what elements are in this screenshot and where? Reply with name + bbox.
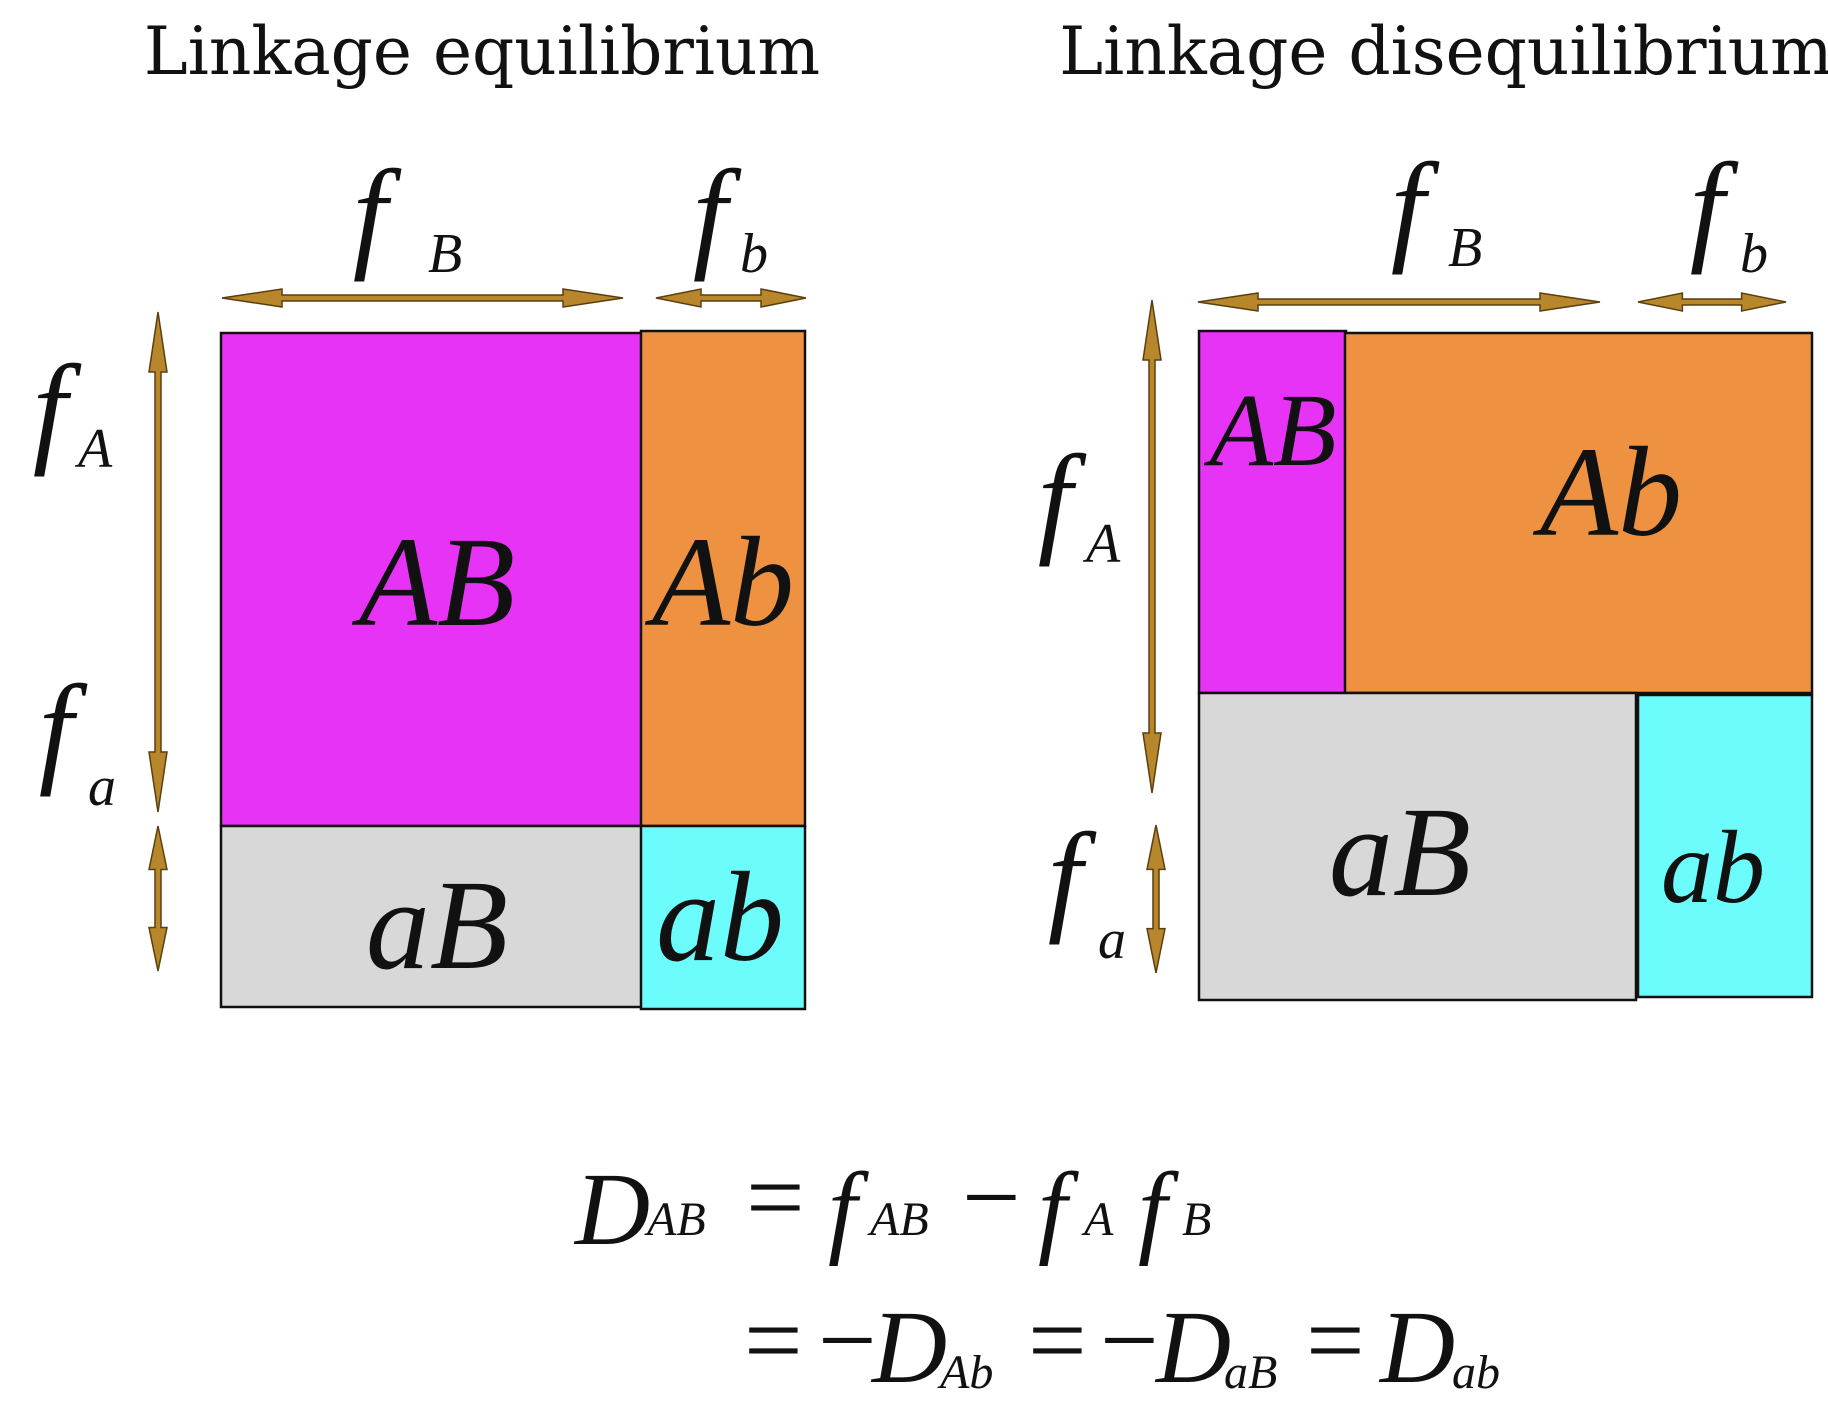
svg-text:f: f [39,660,88,797]
svg-text:f: f [33,340,82,477]
right-label-ab: ab [1661,810,1765,925]
right-cell-aB [1197,691,1638,1002]
left-label-ab: ab [656,846,784,988]
svg-text:f: f [1038,1152,1079,1267]
right-fb-label: f b [1690,138,1768,285]
svg-text:=: = [744,1283,803,1398]
left-cell-ab [639,824,807,1011]
right-fb-arrow [1637,292,1787,312]
left-label-aB: aB [366,854,508,996]
svg-text:f: f [1038,430,1087,567]
right-fa-arrow [1146,824,1166,974]
svg-text:a: a [88,756,116,818]
right-label-AB: AB [1203,373,1336,488]
svg-text:aB: aB [1224,1346,1277,1399]
svg-text:Ab: Ab [937,1346,993,1399]
right-fB-label: f B [1391,138,1482,279]
svg-text:B: B [428,223,462,285]
ld-equation: D AB = f AB − f A f B = − D Ab = − D aB … [573,1140,1500,1404]
right-label-aB: aB [1329,781,1471,923]
svg-text:A: A [74,418,113,480]
left-label-AB: AB [352,511,515,653]
svg-text:AB: AB [644,1193,706,1246]
svg-text:f: f [1138,1152,1179,1267]
svg-text:=: = [1028,1283,1087,1398]
left-fB-arrow [221,288,624,308]
left-panel: Linkage equilibrium AB Ab aB ab f B f b … [33,13,820,1011]
svg-text:D: D [573,1152,650,1267]
svg-text:f: f [828,1152,869,1267]
svg-text:a: a [1098,909,1126,971]
svg-text:f: f [1391,138,1440,275]
left-cell-Ab [639,329,807,828]
svg-text:−: − [1100,1283,1159,1398]
right-fa-label: f a [1048,808,1126,971]
right-fA-label: f A [1038,430,1121,575]
right-panel-title: Linkage disequilibrium [1059,13,1828,90]
right-panel: Linkage disequilibrium AB Ab aB ab f B f… [1038,13,1828,1002]
svg-text:AB: AB [867,1193,929,1246]
svg-text:b: b [1740,223,1768,285]
right-fb-arrow-shape [1637,292,1787,312]
right-label-Ab: Ab [1533,421,1682,563]
left-fA-arrow-shape [148,311,168,813]
svg-text:f: f [1048,808,1097,945]
svg-text:D: D [1378,1290,1455,1404]
left-fB-arrow-shape [221,288,624,308]
svg-text:B: B [1182,1193,1211,1246]
svg-text:D: D [870,1290,947,1404]
svg-text:f: f [353,145,402,282]
equation-line-1: D AB = f AB − f A f B [573,1140,1211,1267]
svg-text:−: − [818,1283,877,1398]
left-cell-aB [219,824,644,1009]
svg-text:=: = [746,1140,805,1255]
left-fb-arrow-shape [655,288,807,308]
svg-text:A: A [1082,513,1121,575]
left-fb-arrow [655,288,807,308]
right-fa-arrow-shape [1146,824,1166,974]
right-fB-arrow-shape [1197,292,1601,312]
svg-text:f: f [693,145,742,282]
equation-line-2: = − D Ab = − D aB = D ab [744,1283,1500,1404]
left-label-Ab: Ab [645,511,794,653]
left-fA-label: f A [33,340,113,480]
svg-text:B: B [1448,217,1482,279]
left-panel-title: Linkage equilibrium [144,13,820,90]
svg-text:−: − [962,1140,1021,1255]
left-cell-AB [219,331,644,828]
left-fB-label: f B [353,145,462,285]
right-fA-arrow-shape [1142,299,1162,794]
left-fb-label: f b [693,145,768,285]
right-cell-AB [1197,329,1348,695]
left-fa-arrow-shape [148,825,168,972]
right-fB-arrow [1197,292,1601,312]
left-fa-label: f a [39,660,116,818]
right-cell-Ab [1343,331,1814,695]
svg-text:D: D [1154,1290,1231,1404]
svg-text:f: f [1690,138,1739,275]
right-fA-arrow [1142,299,1162,794]
svg-text:=: = [1306,1283,1365,1398]
svg-text:b: b [740,223,768,285]
left-fA-arrow [148,311,168,813]
left-fa-arrow [148,825,168,972]
right-cell-ab [1636,693,1814,999]
svg-text:A: A [1081,1193,1114,1246]
svg-text:ab: ab [1452,1346,1500,1399]
